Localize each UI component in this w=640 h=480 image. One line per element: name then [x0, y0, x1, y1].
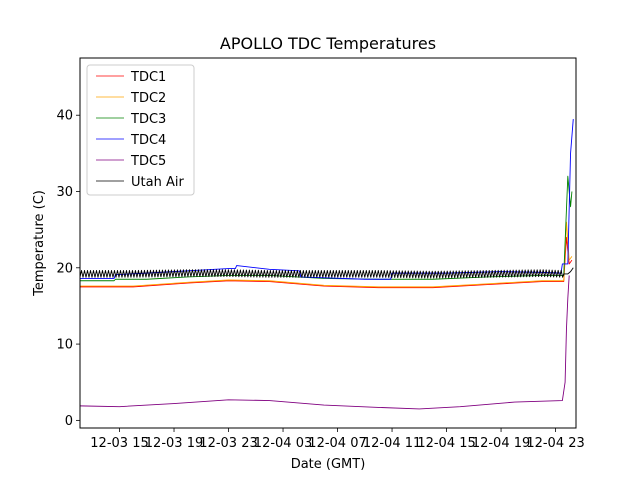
x-axis-label: Date (GMT) — [291, 457, 366, 472]
y-tick-label-2: 20 — [56, 261, 73, 276]
legend-box — [86, 64, 195, 196]
x-tick-label-3: 12-04 03 — [254, 436, 312, 451]
legend-label-utah-air: Utah Air — [131, 175, 184, 190]
x-tick-label-4: 12-04 07 — [308, 436, 366, 451]
legend-label-tdc2: TDC2 — [130, 91, 166, 106]
legend-label-tdc3: TDC3 — [130, 112, 166, 127]
plot-frame — [79, 57, 577, 429]
y-tick-label-3: 30 — [56, 185, 73, 200]
legend-label-tdc5: TDC5 — [130, 154, 166, 169]
x-tick-label-2: 12-03 23 — [199, 436, 257, 451]
chart-title: APOLLO TDC Temperatures — [220, 34, 436, 53]
x-tick-label-6: 12-04 15 — [417, 436, 475, 451]
series-line-utah-air — [79, 267, 574, 279]
x-tick-label-1: 12-03 19 — [145, 436, 203, 451]
x-tick-label-7: 12-04 19 — [472, 436, 530, 451]
y-tick-label-1: 10 — [56, 338, 73, 353]
series-line-tdc1 — [80, 236, 573, 289]
series-line-tdc5 — [79, 275, 570, 410]
y-tick-label-0: 0 — [65, 414, 73, 429]
x-tick-label-5: 12-04 11 — [363, 436, 421, 451]
legend-label-tdc1: TDC1 — [130, 70, 166, 85]
series-layer — [79, 118, 574, 410]
series-line-tdc4 — [80, 118, 574, 280]
legend-label-tdc4: TDC4 — [130, 133, 166, 148]
series-line-tdc2 — [80, 221, 573, 288]
legend: TDC1 TDC2 TDC3 TDC4 TDC5 Utah Air — [86, 64, 195, 196]
y-tick-label-4: 40 — [56, 109, 73, 124]
y-axis-label: Temperature (C) — [32, 190, 47, 297]
x-tick-label-8: 12-04 23 — [526, 436, 584, 451]
x-tick-label-0: 12-03 15 — [90, 436, 148, 451]
